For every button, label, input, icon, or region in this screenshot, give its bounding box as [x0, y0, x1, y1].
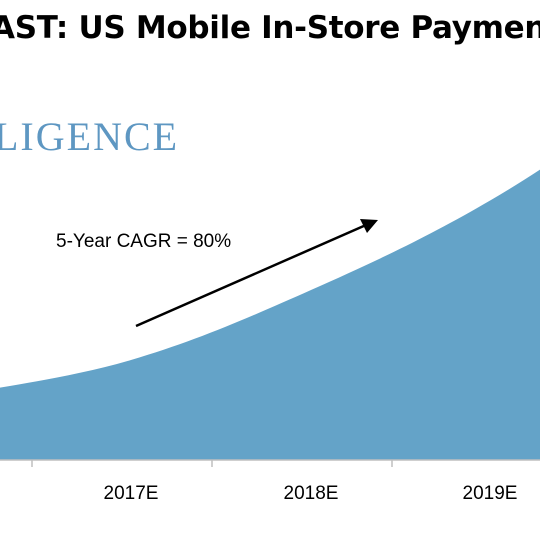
- cagr-annotation: 5-Year CAGR = 80%: [56, 231, 231, 252]
- x-axis-ticks: [31, 460, 393, 467]
- x-tick-label: 2017E: [104, 483, 159, 504]
- trend-arrow: [135, 223, 367, 328]
- x-tick-label: 2018E: [284, 483, 339, 504]
- chart-title: AST: US Mobile In-Store Payment Vo: [0, 10, 540, 46]
- watermark-logo: LIGENCE: [0, 114, 180, 159]
- area-series: [0, 169, 540, 460]
- x-tick-label: 2019E: [463, 483, 518, 504]
- x-axis-tick-labels: 2017E 2018E 2019E: [104, 483, 518, 504]
- trend-arrow-head: [360, 219, 378, 233]
